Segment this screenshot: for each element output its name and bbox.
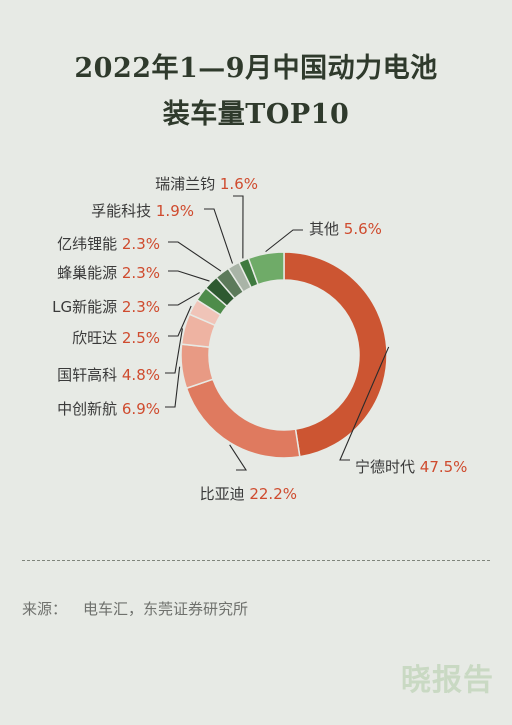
leader-line-9 [233,195,244,259]
slice-label-8: 孚能科技 1.9% [91,202,194,220]
donut-slice-0 [283,251,388,458]
slice-name-5: LG新能源 [52,298,122,316]
leader-line-7 [168,241,222,272]
leader-line-1 [229,444,248,471]
slice-name-1: 比亚迪 [200,485,250,503]
slice-name-2: 中创新航 [57,400,122,418]
slice-value-3: 4.8% [122,366,160,384]
slice-value-1: 22.2% [249,485,297,503]
leader-line-10 [265,229,303,253]
slice-label-10: 其他 5.6% [309,220,382,238]
chart-title-line-1: 2022年1—9月中国动力电池 [74,53,438,84]
donut-slice-2 [180,343,214,390]
slice-name-7: 亿纬锂能 [57,235,122,253]
slice-label-7: 亿纬锂能 2.3% [57,235,160,253]
leader-line-3 [165,328,183,374]
leader-line-4 [168,305,192,337]
slice-value-10: 5.6% [344,220,382,238]
slice-value-5: 2.3% [122,298,160,316]
slice-label-4: 欣旺达 2.5% [72,329,160,347]
slice-label-5: LG新能源 2.3% [52,298,160,316]
source-text: 电车汇，东莞证券研究所 [83,600,249,618]
slice-name-6: 蜂巢能源 [57,264,122,282]
leader-line-0 [339,346,390,461]
donut-slice-1 [185,378,301,459]
slice-name-10: 其他 [309,220,344,238]
slice-labels: 宁德时代 47.5%比亚迪 22.2%中创新航 6.9%国轩高科 4.8%欣旺达… [52,175,467,503]
source-label: 来源： [22,600,68,618]
slice-label-2: 中创新航 6.9% [57,400,160,418]
slice-name-0: 宁德时代 [355,458,420,476]
watermark-logo: 晓报告 [401,663,494,698]
slice-label-0: 宁德时代 47.5% [355,458,467,476]
slice-value-7: 2.3% [122,235,160,253]
slice-value-6: 2.3% [122,264,160,282]
slice-value-0: 47.5% [420,458,468,476]
leader-line-2 [165,366,181,408]
slice-label-1: 比亚迪 22.2% [200,485,297,503]
leader-line-8 [204,208,234,264]
slice-label-6: 蜂巢能源 2.3% [57,264,160,282]
chart-title-line-2: 装车量TOP10 [162,99,350,130]
divider-line [22,560,490,561]
slice-value-8: 1.9% [156,202,194,220]
slice-name-8: 孚能科技 [91,202,156,220]
slice-label-9: 瑞浦兰钧 1.6% [155,175,258,193]
slice-value-9: 1.6% [220,175,258,193]
slice-name-9: 瑞浦兰钧 [155,175,220,193]
leader-lines [165,195,390,471]
slice-name-4: 欣旺达 [72,329,122,347]
donut-slices [180,251,388,459]
source-note: 来源： 电车汇，东莞证券研究所 [22,598,248,619]
slice-value-4: 2.5% [122,329,160,347]
slice-name-3: 国轩高科 [57,366,122,384]
slice-label-3: 国轩高科 4.8% [57,366,160,384]
leader-line-6 [168,270,210,282]
leader-line-5 [168,292,200,306]
donut-slice-10 [247,251,285,286]
slice-value-2: 6.9% [122,400,160,418]
